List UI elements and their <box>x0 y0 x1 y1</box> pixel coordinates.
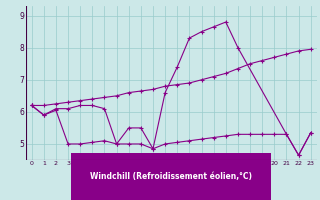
X-axis label: Windchill (Refroidissement éolien,°C): Windchill (Refroidissement éolien,°C) <box>90 172 252 181</box>
